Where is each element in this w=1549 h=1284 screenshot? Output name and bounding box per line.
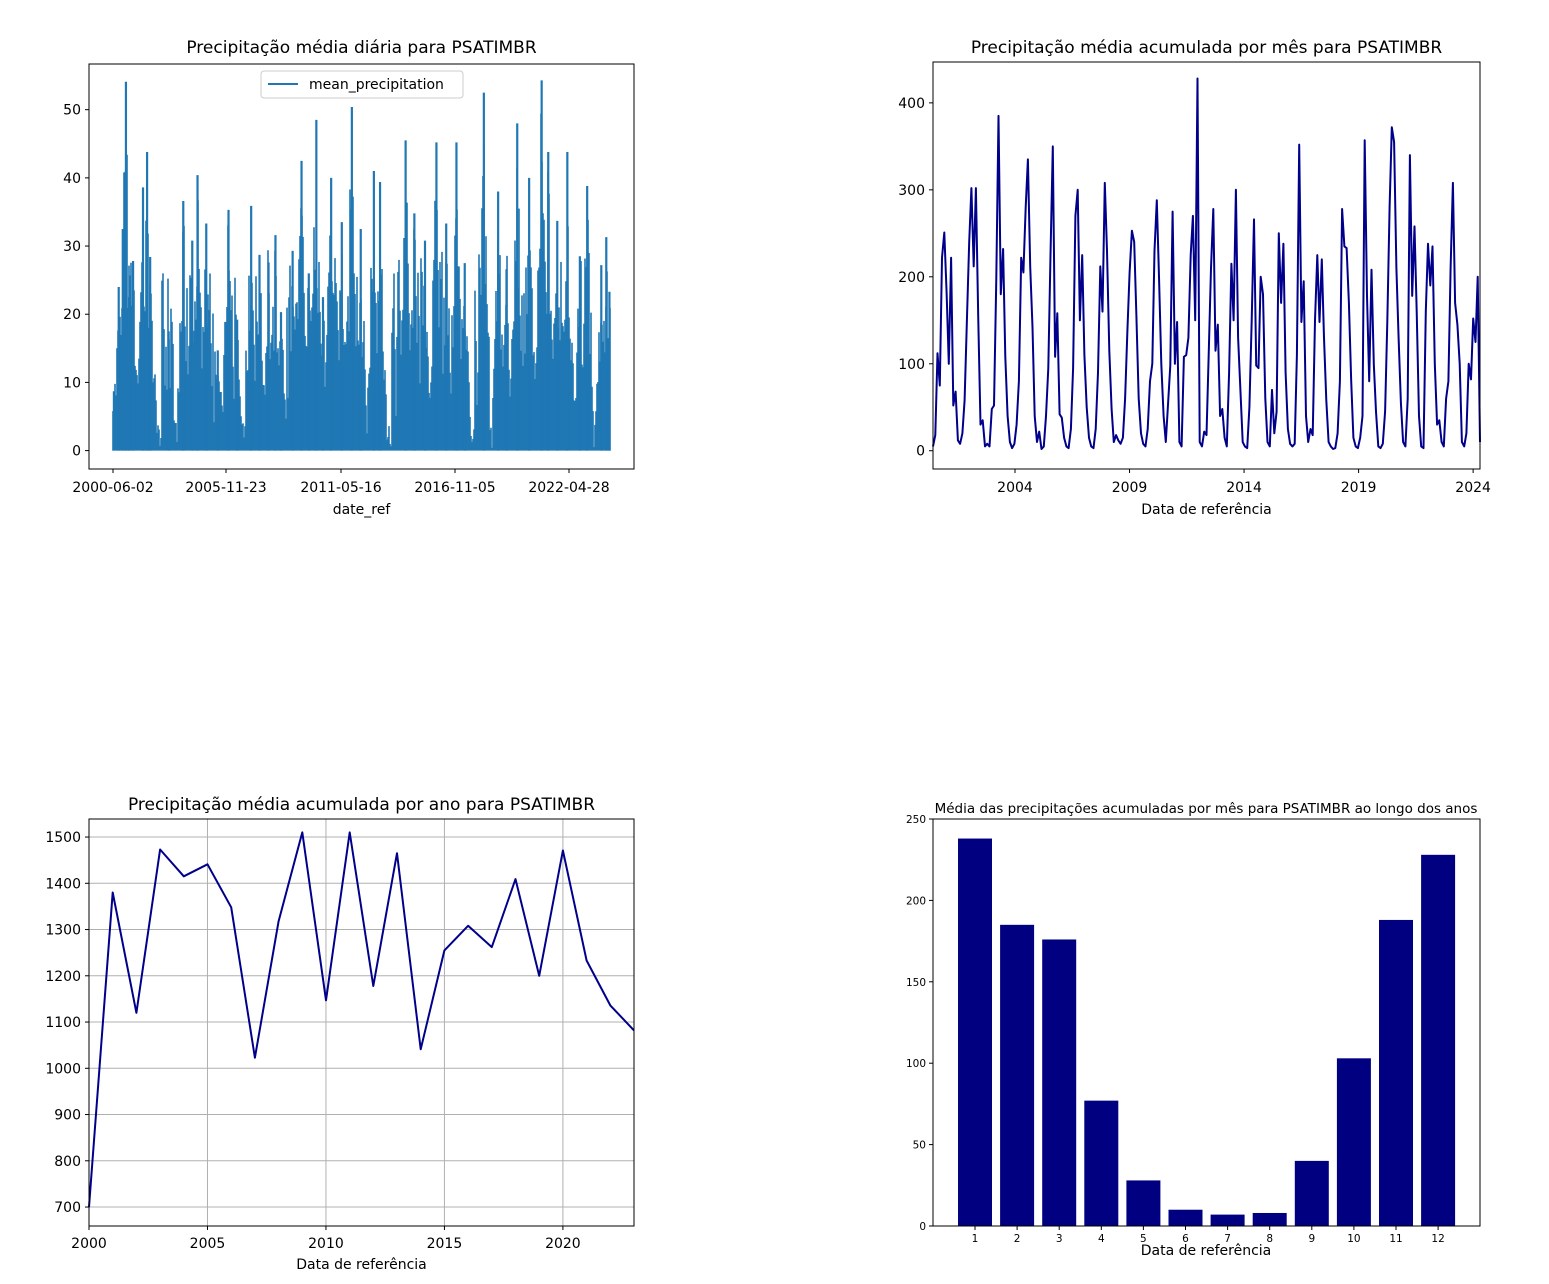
bar-month-2 — [1000, 924, 1035, 1226]
x-tick-label: 2022-04-28 — [528, 480, 609, 496]
daily-chart-frame — [88, 63, 635, 470]
yearly-chart-ticks: 700 800 900 1000 1100 1200 1300 1400 1500 2000 200… — [45, 830, 580, 1252]
x-tick-label: 11 — [1389, 1233, 1402, 1245]
x-tick-label: 2005-11-23 — [185, 480, 266, 496]
y-tick-label: 1100 — [45, 1015, 81, 1031]
x-tick-label: 12 — [1431, 1233, 1444, 1245]
x-tick-label: 2010 — [308, 1236, 344, 1252]
y-tick-label: 20 — [63, 307, 81, 323]
x-tick-label: 8 — [1266, 1233, 1273, 1245]
monthly-chart-ticks: 0 100 200 300 400 2004 2009 2014 2019 2024 — [898, 96, 1491, 496]
y-tick-label: 1000 — [45, 1061, 81, 1077]
yearly-chart-x-label: Data de referência — [296, 1257, 427, 1273]
x-tick-label: 2016-11-05 — [414, 480, 495, 496]
x-tick-label: 2 — [1014, 1233, 1021, 1245]
bar-month-8 — [1252, 1212, 1287, 1226]
yearly-chart-grid — [88, 819, 634, 1226]
yearly-series-line — [88, 831, 635, 1208]
x-tick-label: 2009 — [1112, 480, 1148, 496]
y-tick-label: 200 — [898, 270, 925, 286]
y-tick-label: 100 — [898, 357, 925, 373]
monthly-chart-title: Precipitação média acumulada por mês par… — [971, 38, 1443, 58]
y-tick-label: 250 — [906, 814, 926, 826]
daily-chart-legend: mean_precipitation — [260, 70, 464, 99]
y-tick-label: 30 — [63, 239, 81, 255]
monthly-average-chart-frame — [932, 818, 1481, 1227]
x-tick-label: 2000 — [71, 1236, 107, 1252]
monthly-average-bars — [958, 838, 1456, 1226]
y-tick-label: 1300 — [45, 923, 81, 939]
y-tick-label: 700 — [54, 1200, 81, 1216]
bar-month-5 — [1126, 1180, 1161, 1226]
yearly-chart-frame — [88, 818, 635, 1227]
monthly-series-line — [932, 77, 1481, 450]
legend-label: mean_precipitation — [309, 77, 444, 93]
y-tick-label: 400 — [898, 96, 925, 112]
daily-chart-x-label: date_ref — [333, 502, 392, 518]
bar-month-1 — [958, 838, 992, 1226]
monthly-chart-x-label: Data de referência — [1141, 502, 1272, 518]
legend-box — [260, 70, 464, 99]
x-tick-label: 2019 — [1341, 480, 1377, 496]
bar-month-3 — [1042, 939, 1077, 1226]
y-tick-label: 1500 — [45, 830, 81, 846]
x-tick-label: 2015 — [427, 1236, 463, 1252]
daily-precipitation-panel: Precipitação média diária para PSATIMBR … — [63, 38, 635, 518]
x-tick-label: 2024 — [1455, 480, 1491, 496]
y-tick-label: 150 — [906, 977, 926, 989]
y-tick-label: 1400 — [45, 876, 81, 892]
y-tick-label: 300 — [898, 183, 925, 199]
x-tick-label: 2014 — [1226, 480, 1262, 496]
yearly-precipitation-panel: Precipitação média acumulada por ano par… — [45, 795, 635, 1273]
monthly-precipitation-panel: Precipitação média acumulada por mês par… — [898, 38, 1491, 518]
y-tick-label: 0 — [919, 1221, 926, 1233]
x-tick-label: 2004 — [997, 480, 1033, 496]
bar-month-6 — [1168, 1209, 1203, 1226]
y-tick-label: 0 — [72, 444, 81, 460]
monthly-average-chart-title: Média das precipitações acumuladas por m… — [935, 801, 1478, 817]
y-tick-label: 800 — [54, 1154, 81, 1170]
daily-chart-bars — [112, 80, 611, 451]
monthly-chart-frame — [932, 61, 1481, 470]
daily-chart-ticks: 0 10 20 30 40 50 2000-06-02 2005-11-23 2011-05-1… — [63, 103, 610, 496]
x-tick-label: 2005 — [190, 1236, 226, 1252]
x-tick-label: 7 — [1224, 1233, 1231, 1245]
y-tick-label: 200 — [906, 895, 926, 907]
x-tick-label: 6 — [1182, 1233, 1189, 1245]
bar-month-4 — [1084, 1100, 1119, 1226]
y-tick-label: 50 — [63, 103, 81, 119]
y-tick-label: 40 — [63, 171, 81, 187]
x-tick-label: 5 — [1140, 1233, 1147, 1245]
bar-month-12 — [1421, 854, 1456, 1226]
daily-chart-title: Precipitação média diária para PSATIMBR — [186, 38, 536, 58]
bar-month-10 — [1336, 1058, 1371, 1226]
y-tick-label: 0 — [916, 444, 925, 460]
x-tick-label: 1 — [972, 1233, 979, 1245]
yearly-chart-title: Precipitação média acumulada por ano par… — [128, 795, 595, 815]
x-tick-label: 10 — [1347, 1233, 1360, 1245]
bar-month-7 — [1210, 1214, 1245, 1226]
y-tick-label: 1200 — [45, 969, 81, 985]
x-tick-label: 2000-06-02 — [72, 480, 153, 496]
bar-month-11 — [1379, 919, 1413, 1226]
monthly-average-x-label: Data de referência — [1141, 1243, 1272, 1259]
y-tick-label: 50 — [913, 1140, 926, 1152]
x-tick-label: 9 — [1308, 1233, 1315, 1245]
y-tick-label: 10 — [63, 375, 81, 391]
bar-month-9 — [1294, 1160, 1329, 1226]
x-tick-label: 2011-05-16 — [300, 480, 381, 496]
x-tick-label: 2020 — [545, 1236, 581, 1252]
x-tick-label: 4 — [1098, 1233, 1105, 1245]
x-tick-label: 3 — [1056, 1233, 1063, 1245]
y-tick-label: 900 — [54, 1108, 81, 1124]
monthly-average-panel: Média das precipitações acumuladas por m… — [906, 801, 1481, 1259]
y-tick-label: 100 — [906, 1058, 926, 1070]
